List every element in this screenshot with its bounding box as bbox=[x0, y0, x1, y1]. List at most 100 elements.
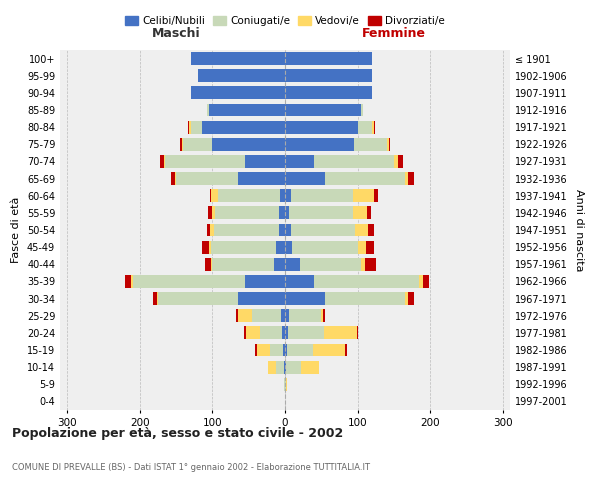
Bar bbox=[280, 190, 285, 202]
Bar bbox=[301, 360, 319, 374]
Bar bbox=[389, 138, 390, 150]
Bar bbox=[274, 258, 285, 270]
Bar bbox=[212, 206, 215, 220]
Bar bbox=[285, 360, 286, 374]
Bar bbox=[366, 240, 374, 254]
Bar bbox=[285, 155, 314, 168]
Bar bbox=[211, 190, 218, 202]
Bar bbox=[286, 360, 301, 374]
Bar bbox=[218, 190, 280, 202]
Bar bbox=[285, 275, 314, 288]
Bar bbox=[285, 86, 372, 100]
Bar bbox=[354, 138, 386, 150]
Bar bbox=[282, 326, 285, 340]
Bar bbox=[314, 275, 419, 288]
Bar bbox=[314, 155, 394, 168]
Bar bbox=[238, 172, 285, 185]
Bar bbox=[405, 292, 409, 305]
Bar bbox=[202, 240, 209, 254]
Bar bbox=[289, 310, 321, 322]
Bar bbox=[423, 275, 429, 288]
Bar bbox=[287, 344, 313, 356]
Bar bbox=[131, 275, 133, 288]
Bar bbox=[215, 206, 279, 220]
Y-axis label: Fasce di età: Fasce di età bbox=[11, 197, 21, 263]
Bar bbox=[268, 360, 276, 374]
Bar bbox=[176, 172, 238, 185]
Bar bbox=[353, 190, 374, 202]
Bar bbox=[419, 275, 423, 288]
Bar bbox=[157, 292, 158, 305]
Bar bbox=[206, 224, 210, 236]
Y-axis label: Anni di nascita: Anni di nascita bbox=[574, 188, 584, 271]
Bar bbox=[205, 258, 211, 270]
Bar bbox=[285, 258, 299, 270]
Text: COMUNE DI PREVALLE (BS) - Dati ISTAT 1° gennaio 2002 - Elaborazione TUTTITALIA.I: COMUNE DI PREVALLE (BS) - Dati ISTAT 1° … bbox=[12, 462, 370, 471]
Legend: Celibi/Nubili, Coniugati/e, Vedovi/e, Divorziati/e: Celibi/Nubili, Coniugati/e, Vedovi/e, Di… bbox=[121, 12, 449, 30]
Bar bbox=[394, 155, 398, 168]
Bar bbox=[285, 138, 354, 150]
Bar bbox=[283, 344, 285, 356]
Bar bbox=[160, 155, 164, 168]
Bar bbox=[285, 120, 358, 134]
Text: Maschi: Maschi bbox=[152, 26, 200, 40]
Bar bbox=[209, 240, 211, 254]
Bar bbox=[284, 360, 285, 374]
Bar bbox=[276, 240, 285, 254]
Bar bbox=[244, 326, 246, 340]
Bar bbox=[285, 224, 291, 236]
Bar bbox=[125, 275, 131, 288]
Bar bbox=[285, 378, 286, 390]
Bar bbox=[175, 172, 176, 185]
Bar bbox=[367, 206, 371, 220]
Bar bbox=[409, 292, 414, 305]
Bar bbox=[285, 206, 289, 220]
Bar bbox=[279, 224, 285, 236]
Bar bbox=[245, 275, 285, 288]
Bar bbox=[245, 155, 285, 168]
Bar bbox=[285, 104, 361, 117]
Bar bbox=[191, 86, 285, 100]
Bar bbox=[236, 310, 238, 322]
Bar bbox=[285, 190, 291, 202]
Bar bbox=[253, 310, 281, 322]
Bar bbox=[361, 258, 365, 270]
Bar bbox=[285, 70, 372, 82]
Bar bbox=[164, 155, 165, 168]
Bar bbox=[276, 360, 284, 374]
Bar bbox=[288, 326, 324, 340]
Bar bbox=[291, 224, 355, 236]
Bar bbox=[286, 378, 287, 390]
Bar bbox=[153, 292, 157, 305]
Bar bbox=[191, 120, 202, 134]
Bar bbox=[325, 172, 405, 185]
Bar bbox=[321, 310, 323, 322]
Bar bbox=[313, 344, 345, 356]
Bar bbox=[210, 224, 214, 236]
Bar bbox=[323, 310, 325, 322]
Bar bbox=[202, 120, 285, 134]
Bar bbox=[374, 190, 378, 202]
Bar bbox=[357, 326, 358, 340]
Bar bbox=[374, 120, 375, 134]
Bar bbox=[285, 292, 325, 305]
Bar bbox=[324, 326, 357, 340]
Bar bbox=[365, 258, 376, 270]
Bar bbox=[238, 310, 253, 322]
Bar bbox=[279, 206, 285, 220]
Bar bbox=[211, 240, 276, 254]
Bar bbox=[255, 344, 257, 356]
Bar bbox=[368, 224, 374, 236]
Bar bbox=[353, 206, 367, 220]
Bar bbox=[212, 138, 285, 150]
Bar bbox=[372, 120, 374, 134]
Bar bbox=[409, 172, 414, 185]
Bar bbox=[184, 138, 212, 150]
Bar bbox=[398, 155, 403, 168]
Bar bbox=[181, 138, 182, 150]
Bar bbox=[171, 172, 175, 185]
Bar bbox=[260, 326, 282, 340]
Bar bbox=[285, 344, 287, 356]
Bar bbox=[285, 172, 325, 185]
Bar bbox=[133, 275, 245, 288]
